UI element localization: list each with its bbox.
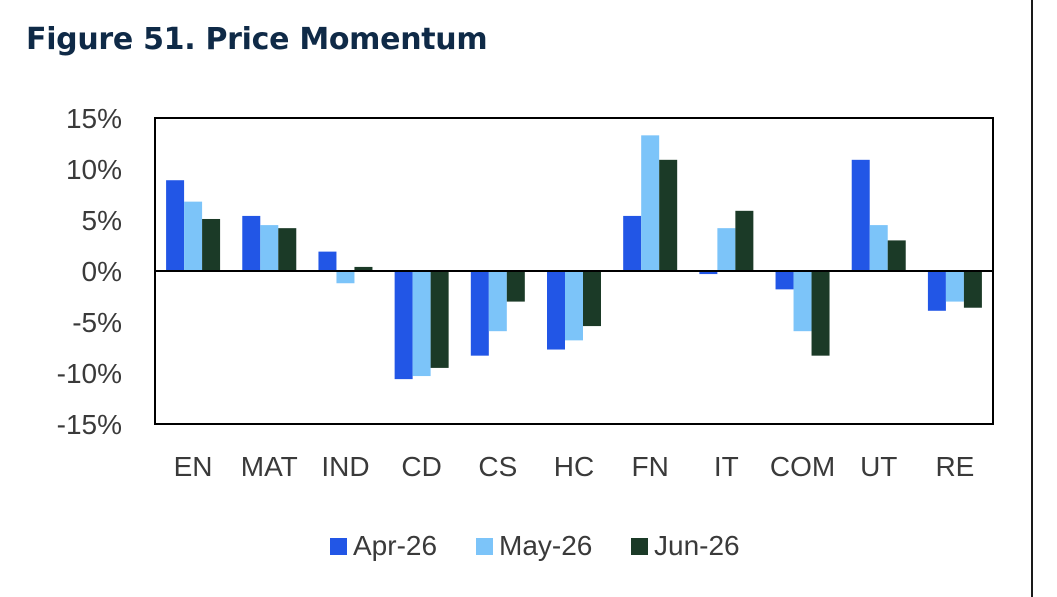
- x-tick-label-mat: MAT: [241, 451, 298, 482]
- bar-re-apr-26: [927, 271, 946, 311]
- x-tick-label-en: EN: [174, 451, 213, 482]
- bar-ut-jun-26: [887, 240, 906, 271]
- y-tick-label: 5%: [82, 205, 122, 236]
- x-tick-label-re: RE: [935, 451, 974, 482]
- page-divider-line: [1031, 0, 1033, 597]
- chart-title: Figure 51. Price Momentum: [26, 22, 488, 57]
- bar-cd-apr-26: [394, 271, 413, 380]
- bar-re-jun-26: [963, 271, 982, 308]
- y-tick-label: -15%: [57, 409, 122, 440]
- legend-item-may: May-26: [476, 526, 592, 566]
- legend-label-apr: Apr-26: [353, 530, 438, 561]
- bar-mat-may-26: [260, 225, 279, 271]
- bar-ind-apr-26: [318, 251, 337, 271]
- legend-swatch-may: [476, 537, 493, 555]
- bar-cs-jun-26: [506, 271, 525, 302]
- legend-swatch-jun: [631, 537, 648, 555]
- bar-com-jun-26: [811, 271, 830, 356]
- x-tick-label-com: COM: [770, 451, 835, 482]
- y-tick-label: -10%: [57, 358, 122, 389]
- bar-cs-may-26: [488, 271, 507, 332]
- bar-en-may-26: [184, 201, 203, 271]
- bar-ut-may-26: [869, 225, 888, 271]
- bar-ind-jun-26: [354, 266, 373, 271]
- x-axis-category-labels: EN MAT IND CD CS HC FN IT COM UT RE: [174, 451, 975, 482]
- bar-en-apr-26: [166, 180, 185, 271]
- legend-item-jun: Jun-26: [631, 526, 740, 566]
- bar-it-jun-26: [735, 210, 754, 271]
- x-tick-label-cd: CD: [401, 451, 441, 482]
- bar-hc-jun-26: [583, 271, 601, 327]
- x-tick-label-cs: CS: [478, 451, 517, 482]
- bar-mat-jun-26: [278, 228, 297, 271]
- y-axis-tick-labels: 15% 10% 5% 0% -5% -10% -15%: [57, 103, 122, 440]
- bar-en-jun-26: [202, 218, 221, 271]
- x-tick-label-hc: HC: [554, 451, 594, 482]
- bar-cd-may-26: [412, 271, 431, 377]
- bar-fn-jun-26: [659, 159, 678, 271]
- legend-label-jun: Jun-26: [654, 530, 740, 561]
- x-tick-label-ut: UT: [860, 451, 897, 482]
- y-tick-label: 10%: [66, 154, 122, 185]
- bar-fn-apr-26: [623, 215, 642, 271]
- bar-cs-apr-26: [470, 271, 489, 356]
- legend-item-apr: Apr-26: [330, 526, 437, 566]
- bar-mat-apr-26: [242, 215, 261, 271]
- y-tick-label: 0%: [82, 256, 122, 287]
- bar-cd-jun-26: [430, 271, 449, 368]
- legend-label-may: May-26: [499, 530, 593, 561]
- bar-com-apr-26: [775, 271, 794, 290]
- bar-re-may-26: [945, 271, 964, 302]
- x-tick-label-ind: IND: [321, 451, 369, 482]
- y-tick-label: -5%: [72, 307, 122, 338]
- y-tick-label: 15%: [66, 103, 122, 134]
- x-tick-label-it: IT: [714, 451, 739, 482]
- bar-it-may-26: [717, 228, 736, 271]
- bar-marks: [166, 135, 982, 380]
- bar-hc-apr-26: [547, 271, 565, 350]
- bar-com-may-26: [793, 271, 812, 332]
- bar-hc-may-26: [565, 271, 583, 341]
- bar-ut-apr-26: [851, 159, 870, 271]
- x-tick-label-fn: FN: [632, 451, 669, 482]
- bar-it-apr-26: [699, 271, 718, 275]
- plot-area-frame: [154, 117, 994, 425]
- legend-swatch-apr: [330, 537, 347, 555]
- legend: Apr-26 May-26 Jun-26: [0, 526, 1057, 566]
- bar-ind-may-26: [336, 271, 355, 284]
- bar-fn-may-26: [641, 135, 660, 271]
